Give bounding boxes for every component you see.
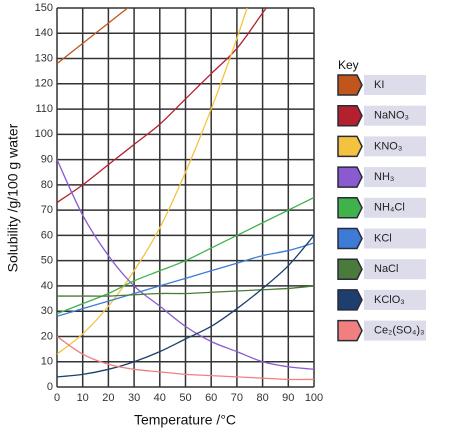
y-tick-label: 10: [41, 356, 53, 368]
series-line: [57, 335, 314, 381]
y-tick-label: 100: [35, 128, 53, 140]
y-tick-label: 140: [35, 27, 53, 39]
legend-swatch: [337, 104, 363, 127]
y-tick-label: 80: [41, 179, 53, 191]
y-tick-label: 40: [41, 280, 53, 292]
legend-item: NaCl: [337, 258, 426, 280]
legend-swatch: [337, 258, 363, 280]
legend-label-box: [364, 75, 426, 95]
legend-label: NaCl: [374, 263, 398, 275]
series-line: [57, 242, 314, 317]
legend-item: KI: [337, 74, 426, 96]
legend-label: KCl: [374, 232, 392, 244]
legend-label-box: [364, 320, 426, 341]
y-tick-label: 20: [41, 330, 53, 342]
legend-label-box: [364, 259, 426, 280]
series-line: [57, 285, 314, 297]
legend-label-box: [364, 289, 426, 310]
x-tick-label: 50: [179, 392, 191, 404]
y-tick-label: 120: [35, 78, 53, 90]
legend-label: KClO₃: [374, 294, 405, 306]
y-tick-label: 30: [41, 305, 53, 317]
x-tick-label: 100: [305, 392, 323, 404]
y-tick-label: 50: [41, 255, 53, 267]
legend-item: KNO₃: [337, 135, 426, 158]
legend-swatch: [337, 289, 363, 311]
legend-swatch: [337, 74, 363, 96]
legend-label: KNO₃: [374, 140, 402, 152]
x-tick-label: 10: [77, 392, 89, 404]
legend-swatch: [337, 135, 363, 158]
legend-label: NH₄Cl: [374, 202, 405, 214]
legend-item: NH₃: [337, 166, 426, 188]
x-tick-label: 80: [256, 392, 268, 404]
y-tick-label: 0: [47, 381, 53, 393]
legend-label: NH₃: [374, 171, 394, 183]
series-line: [57, 8, 129, 65]
x-tick-label: 30: [128, 392, 140, 404]
x-tick-label: 60: [205, 392, 217, 404]
y-tick-label: 60: [41, 229, 53, 241]
legend-swatch: [337, 319, 363, 342]
legend-item: KCl: [337, 227, 426, 250]
legend-label: NaNO₃: [374, 110, 409, 122]
x-tick-label: 90: [282, 392, 294, 404]
x-axis-title: Temperature /°C: [134, 412, 236, 428]
legend-label-box: [364, 136, 426, 157]
y-tick-label: 130: [35, 52, 53, 64]
legend-item: NaNO₃: [337, 104, 426, 127]
legend-label-box: [364, 228, 426, 249]
series-line: [57, 8, 268, 204]
legend-label-box: [364, 167, 426, 188]
y-axis-title: Solubility /g/100 g water: [5, 123, 21, 272]
legend-item: KClO₃: [337, 289, 426, 311]
legend-label-box: [364, 197, 426, 218]
x-tick-label: 70: [231, 392, 243, 404]
x-tick-label: 20: [102, 392, 114, 404]
legend-item: NH₄Cl: [337, 197, 426, 219]
legend-label-box: [364, 105, 426, 126]
series-line: [57, 8, 248, 355]
legend-swatch: [337, 197, 363, 219]
y-tick-label: 150: [35, 2, 53, 14]
y-tick-label: 110: [35, 103, 53, 115]
legend-swatch: [337, 166, 363, 188]
legend-title: Key: [338, 58, 359, 72]
y-tick-label: 90: [41, 154, 53, 166]
x-tick-label: 0: [54, 392, 60, 404]
series-line: [57, 159, 314, 370]
series-line: [57, 234, 314, 378]
y-tick-label: 70: [41, 204, 53, 216]
plot-lines: [57, 8, 314, 381]
legend-swatch: [337, 227, 363, 250]
legend-label: Ce₂(SO₄)₃: [374, 325, 425, 337]
x-tick-label: 40: [154, 392, 166, 404]
legend-item: Ce₂(SO₄)₃: [337, 319, 426, 342]
legend-label: KI: [374, 79, 384, 91]
